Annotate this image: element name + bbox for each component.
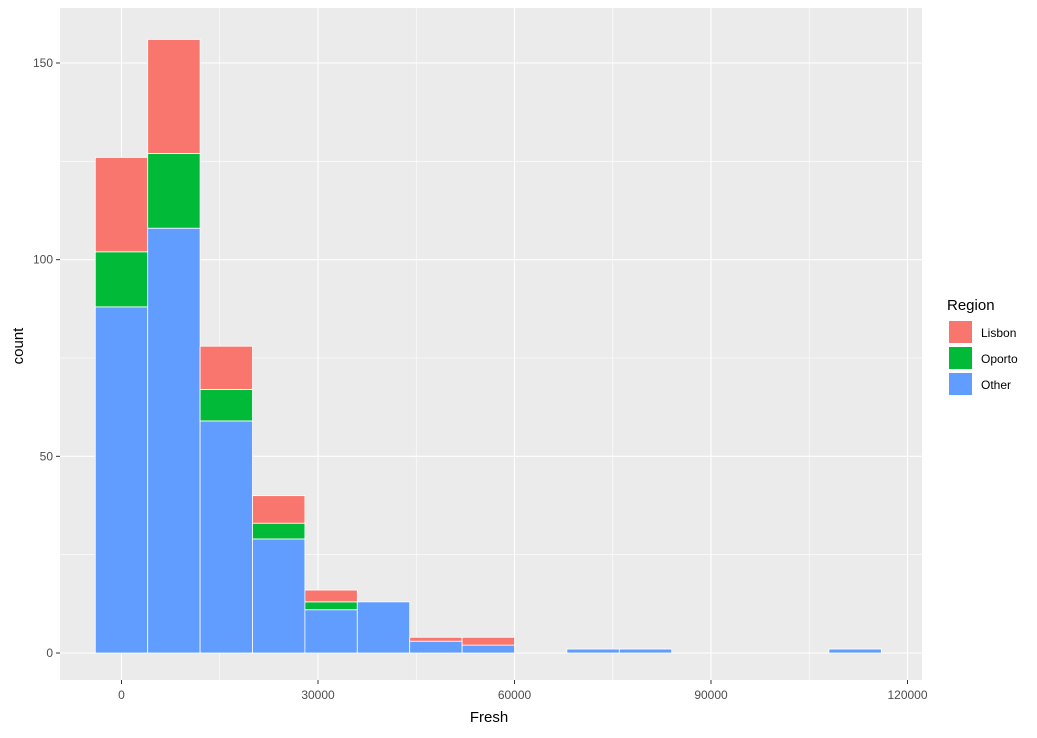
bar-lisbon [304,589,358,603]
bar-other [252,538,306,654]
x-tick-label: 120000 [887,688,927,702]
bar-lisbon [252,495,306,524]
y-tick-label: 0 [46,646,53,660]
legend-swatch-other [949,373,972,395]
y-tick-label: 50 [40,449,54,463]
bar-other [828,648,882,654]
x-axis-title: Fresh [470,709,508,726]
bar-lisbon [199,345,253,390]
y-tick-label: 100 [33,253,53,267]
bar-other [356,601,411,654]
bar-other [94,306,149,654]
bar-oporto [147,153,201,229]
bar-oporto [304,601,358,611]
legend-title: Region [947,297,995,314]
legend-label-oporto: Oporto [981,352,1018,366]
bar-other [199,420,253,654]
legend: Region Lisbon Oporto Other [947,297,1018,395]
bar-other [147,227,201,654]
bar-oporto [252,522,306,540]
bar-other [618,648,673,654]
legend-label-lisbon: Lisbon [981,326,1016,340]
legend-swatch-lisbon [949,321,972,343]
legend-swatch-oporto [949,347,972,369]
x-tick-label: 90000 [694,688,728,702]
bar-lisbon [409,636,463,642]
bar-other [461,644,515,654]
bar-other [409,640,463,654]
legend-items: Lisbon Oporto Other [949,321,1018,395]
legend-label-other: Other [981,378,1011,392]
bar-other [566,648,620,654]
y-axis-title: count [10,327,27,365]
bar-other [304,609,358,654]
bar-lisbon [147,39,201,154]
bar-group [94,39,882,654]
bar-oporto [94,251,149,308]
y-tick-label: 150 [33,56,53,70]
bar-oporto [199,389,253,422]
bar-lisbon [461,636,515,646]
x-tick-label: 0 [118,688,125,702]
x-tick-label: 60000 [498,688,532,702]
axes: 0 30000 60000 90000 120000 0 50 100 150 [33,56,928,702]
x-tick-label: 30000 [301,688,335,702]
bar-lisbon [94,156,149,253]
